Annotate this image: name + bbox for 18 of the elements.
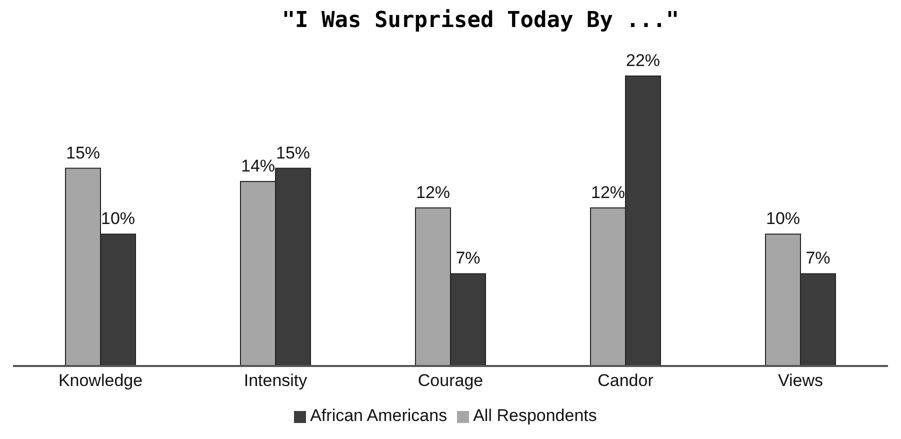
data-label: 14% bbox=[240, 156, 276, 176]
legend-label: All Respondents bbox=[473, 406, 597, 425]
x-tick-label: Knowledge bbox=[58, 371, 143, 390]
data-label: 12% bbox=[416, 182, 450, 202]
data-label: 10% bbox=[100, 209, 136, 228]
chart-title: "I Was Surprised Today By ..." bbox=[280, 8, 680, 35]
x-tick-label: Intensity bbox=[244, 371, 308, 390]
x-tick-label: Courage bbox=[418, 371, 484, 390]
data-label: 15% bbox=[66, 143, 100, 162]
data-label: 10% bbox=[766, 209, 800, 228]
data-label: 22% bbox=[626, 51, 660, 70]
data-label: 12% bbox=[590, 182, 626, 202]
x-tick-label: Views bbox=[778, 371, 824, 390]
data-label: 15% bbox=[276, 143, 310, 162]
legend-label: African Americans bbox=[310, 406, 448, 425]
data-label: 7% bbox=[456, 248, 480, 268]
x-tick-label: Candor bbox=[598, 371, 654, 390]
data-label: 7% bbox=[806, 248, 830, 268]
